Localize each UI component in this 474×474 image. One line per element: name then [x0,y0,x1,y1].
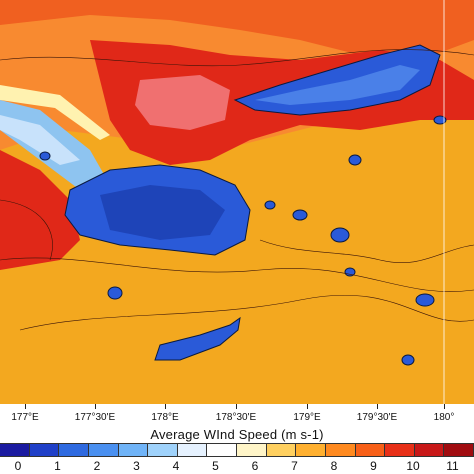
red-region-west [0,150,80,270]
contour-line [0,49,474,67]
x-axis: 177°E 177°30'E 178°E 178°30'E 179°E 179°… [0,404,474,426]
south-island [154,316,241,361]
colorbar-swatch [266,444,297,456]
colorbar-label: 11 [446,459,459,473]
colorbar-label: 8 [330,459,338,473]
colorbar-swatch [325,444,356,456]
colorbar-swatch [207,444,237,456]
x-tick-mark [95,404,96,409]
x-tick-mark [377,404,378,409]
x-tick-label: 179°E [293,412,321,423]
colorbar-swatch [414,444,445,456]
small-island [415,293,435,307]
x-tick-mark [25,404,26,409]
colorbar-label: 6 [251,459,259,473]
colorbar-title: Average WInd Speed (m s-1) [150,427,324,442]
colorbar-label: 9 [370,459,377,473]
colorbar-swatch [444,444,474,456]
colorbar-swatch [59,444,89,456]
x-tick-label: 177°30'E [74,412,116,423]
colorbar-swatch [118,444,149,456]
colorbar-labels: 0 1 2 3 4 5 6 7 8 9 10 11 [0,459,474,474]
x-tick-label: 177°E [11,412,39,423]
colorbar [0,443,474,457]
contour-line [259,239,474,264]
small-island [107,286,123,300]
x-tick-mark [444,404,445,409]
small-island [292,209,308,221]
contour-line [0,257,474,292]
x-tick-mark [165,404,166,409]
colorbar-label: 10 [406,459,420,473]
colorbar-swatch [177,444,208,456]
colorbar-swatch [385,444,415,456]
colorbar-label: 2 [93,459,101,473]
pink-region [135,75,230,130]
colorbar-swatch [237,444,267,456]
colorbar-swatch [88,444,119,456]
contour-line [19,295,474,331]
colorbar-label: 5 [212,459,219,473]
colorbar-label: 0 [14,459,22,473]
red-band-top [0,0,474,60]
colorbar-label: 7 [291,459,298,473]
colorbar-swatch [148,444,178,456]
colorbar-swatch [0,444,30,456]
colorbar-label: 4 [172,459,180,473]
small-island [330,227,350,243]
x-tick-mark [307,404,308,409]
map-canvas [0,0,474,404]
small-island [39,151,51,161]
small-island [348,154,362,166]
x-tick-label: 178°30'E [215,412,257,423]
small-island [264,200,276,210]
colorbar-swatch [296,444,326,456]
north-island-interior [255,65,420,105]
colorbar-label: 1 [54,459,61,473]
streak-light [0,85,110,140]
wind-speed-map [0,0,474,404]
x-tick-label: 178°E [151,412,179,423]
small-island [401,354,415,366]
wind-wake-core [0,115,80,165]
colorbar-swatch [29,444,60,456]
contour-line [0,199,53,261]
x-tick-label: 180° [433,412,455,423]
x-tick-mark [236,404,237,409]
colorbar-swatch [355,444,386,456]
x-tick-label: 179°30'E [356,412,398,423]
colorbar-label: 3 [133,459,140,473]
main-island-interior [100,185,225,240]
small-island [433,115,447,125]
